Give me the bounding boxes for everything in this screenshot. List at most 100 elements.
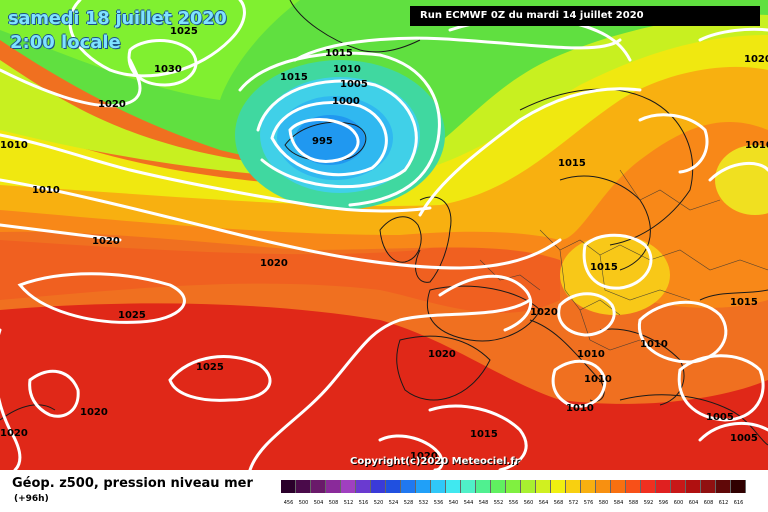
color-scale-tick: 520 [373,500,384,506]
color-scale-swatch [506,480,521,493]
color-scale-tick: 556 [508,500,519,506]
color-scale-swatch [311,480,326,493]
color-scale-tick: 592 [643,500,654,506]
color-scale-tick: 532 [418,500,429,506]
color-scale-tick: 580 [598,500,609,506]
color-scale-swatch [731,480,746,493]
color-scale-swatch [686,480,701,493]
isobar-labels: 1025 1030 1020 1010 1010 1020 1015 1015 … [0,26,768,462]
color-scale-tick: 600 [673,500,684,506]
color-scale-tick: 544 [463,500,474,506]
color-scale-tick: 608 [703,500,714,506]
copyright-notice: Copyright(c)2020 Meteociel.fr [350,456,520,467]
color-scale-tick: 548 [478,500,489,506]
legend-lead-time: (+96h) [14,494,49,504]
color-scale-tick: 512 [343,500,354,506]
color-scale-swatch [341,480,356,493]
isobar-label: 1020 [260,258,288,269]
color-scale-swatch [491,480,506,493]
isobar-label: 1015 [470,429,498,440]
run-banner: Run ECMWF 0Z du mardi 14 juillet 2020 [410,6,760,26]
color-scale-swatch [671,480,686,493]
color-scale-tick: 524 [388,500,399,506]
isobar-label: 1025 [118,310,146,321]
isobar-label: 1020 [410,451,438,462]
high-blob-europe [560,235,670,315]
map-title-date: samedi 18 juillet 2020 [8,8,227,29]
color-scale-tick: 456 [283,500,294,506]
color-scale-tick: 604 [688,500,699,506]
isobar-label: 1010 [32,185,60,196]
isobars [0,0,768,470]
isobar-label: 1020 [98,99,126,110]
isobar-label: 1015 [280,72,308,83]
color-scale-swatch [476,480,491,493]
isobar-label: 1030 [154,64,182,75]
color-scale-swatch [296,480,311,493]
country-borders [479,169,768,351]
color-scale-tick: 584 [613,500,624,506]
color-scale-swatch [656,480,671,493]
color-scale-swatch [641,480,656,493]
color-scale [281,480,746,493]
color-scale-swatch [701,480,716,493]
isobar-label: 995 [312,136,333,147]
isobar-label: 1000 [332,96,360,107]
color-scale-swatch [611,480,626,493]
isobar-label: 1010 [640,339,668,350]
color-scale-swatch [431,480,446,493]
color-scale-tick: 560 [523,500,534,506]
color-scale-tick: 568 [553,500,564,506]
color-scale-swatch [551,480,566,493]
color-scale-swatch [416,480,431,493]
isobar-label: 1015 [590,262,618,273]
color-scale-tick: 536 [433,500,444,506]
color-scale-swatch [281,480,296,493]
isobar-label: 1020 [80,407,108,418]
color-scale-tick: 516 [358,500,369,506]
color-scale-swatch [521,480,536,493]
color-scale-swatch [536,480,551,493]
color-scale-tick: 576 [583,500,594,506]
isobar-label: 1020 [92,236,120,247]
isobar-label: 1015 [730,297,758,308]
color-scale-tick: 596 [658,500,669,506]
isobar-label: 1015 [558,158,586,169]
color-scale-tick: 564 [538,500,549,506]
color-scale-swatch [716,480,731,493]
legend-title: Géop. z500, pression niveau mer [12,476,253,491]
isobar-label: 1010 [333,64,361,75]
color-scale-swatch [386,480,401,493]
weather-map: 1025 1030 1020 1010 1010 1020 1015 1015 … [0,0,768,470]
color-scale-tick: 588 [628,500,639,506]
isobar-label: 1020 [530,307,558,318]
color-scale-swatch [401,480,416,493]
color-scale-tick: 500 [298,500,309,506]
map-title-time: 2:00 locale [10,32,121,53]
color-scale-tick: 540 [448,500,459,506]
isobar-label: 1005 [730,433,758,444]
color-scale-tick: 504 [313,500,324,506]
color-scale-swatch [446,480,461,493]
color-scale-tick: 616 [733,500,744,506]
color-scale-tick: 508 [328,500,339,506]
isobar-label: 1010 [0,140,28,151]
color-scale-swatch [626,480,641,493]
isobar-label: 1010 [577,349,605,360]
color-scale-swatch [596,480,611,493]
isobar-label: 1005 [706,412,734,423]
color-scale-swatch [326,480,341,493]
isobar-label: 1020 [428,349,456,360]
isobar-label: 1025 [170,26,198,37]
band-red-south [0,303,768,470]
band-bright-green [0,0,300,100]
isobar-label: 1015 [325,48,353,59]
band-orange-mid [0,234,560,313]
isobar-label: 1005 [340,79,368,90]
color-scale-swatch [461,480,476,493]
isobar-label: 1010 [745,140,768,151]
isobar-label: 1010 [566,403,594,414]
color-scale-swatch [371,480,386,493]
isobar-label: 1025 [196,362,224,373]
color-scale-swatch [581,480,596,493]
